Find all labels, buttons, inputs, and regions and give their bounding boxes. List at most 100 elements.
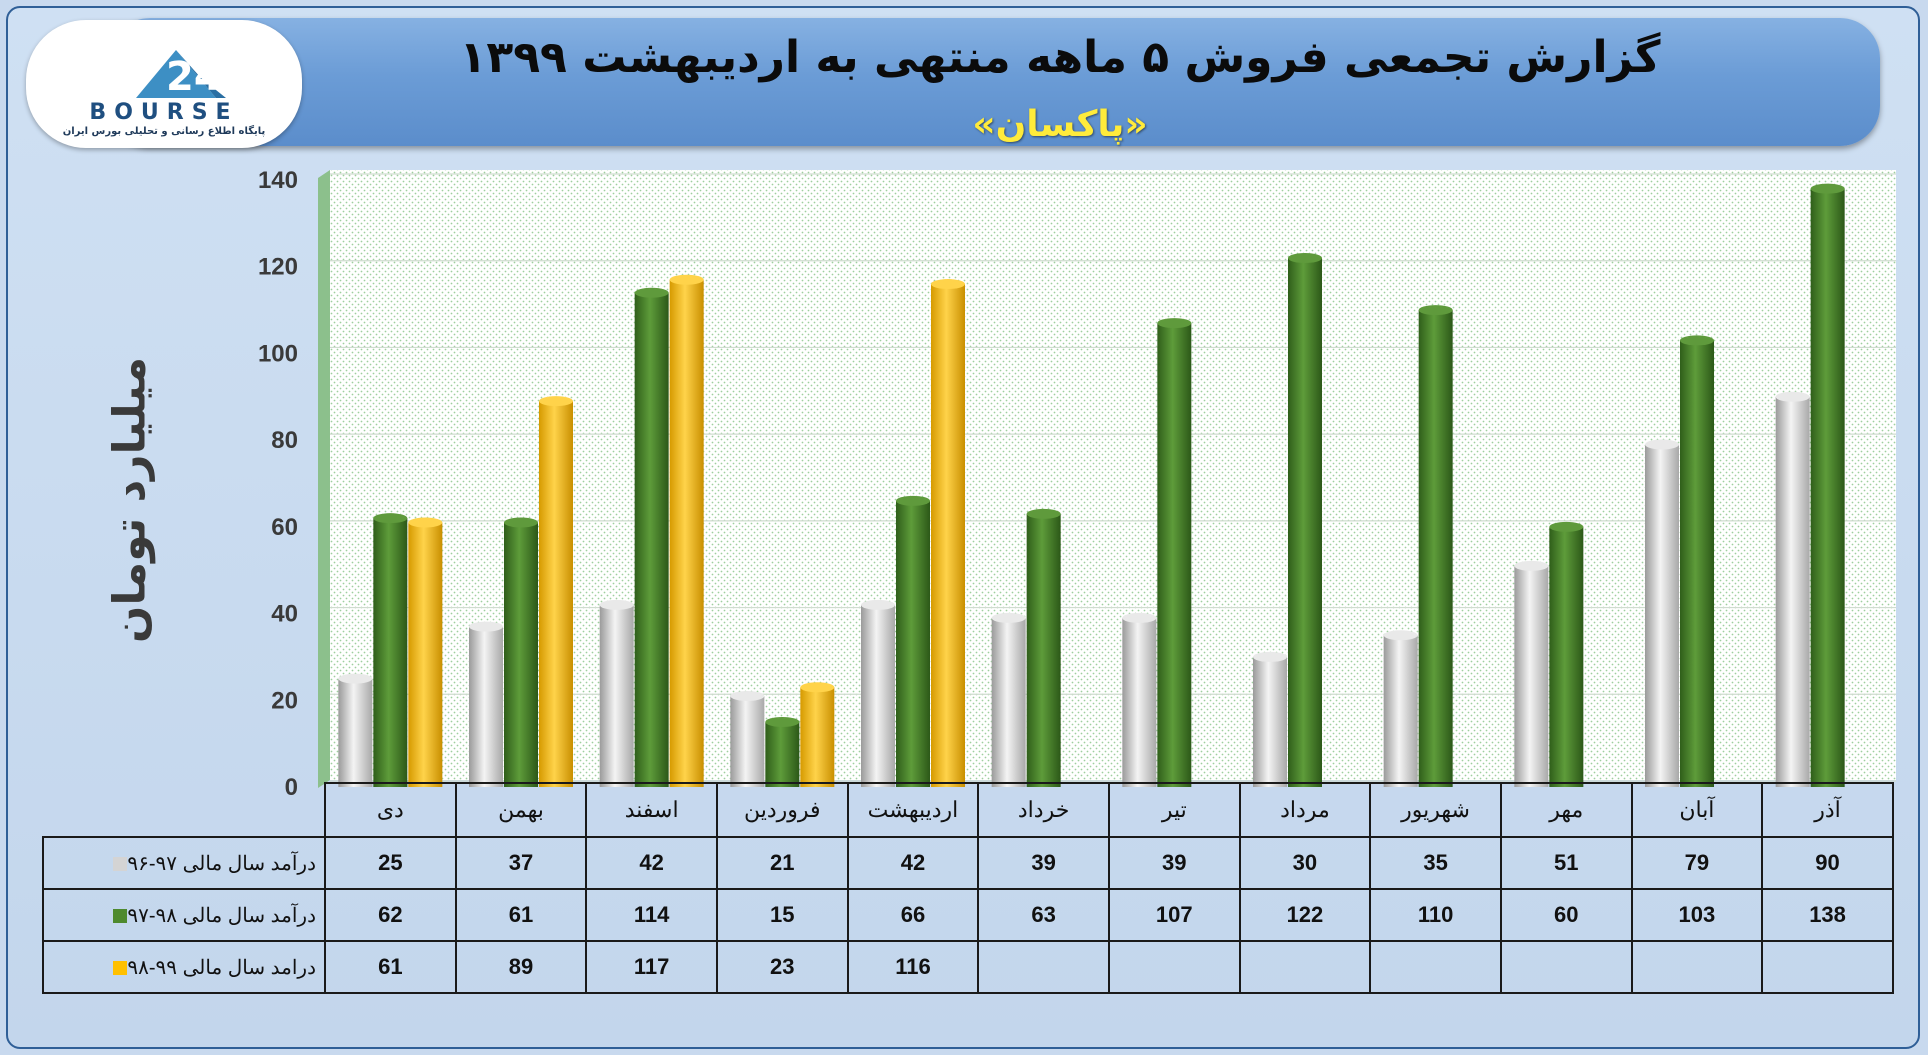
- bar: [861, 604, 895, 787]
- plot-side-wall: [318, 170, 330, 788]
- bar: [800, 687, 835, 787]
- data-label: [977, 940, 1110, 994]
- data-label: 63: [977, 888, 1110, 942]
- data-label: 39: [977, 836, 1110, 890]
- bar: [1288, 258, 1322, 787]
- data-label: 110: [1369, 888, 1502, 942]
- data-label: [1369, 940, 1502, 994]
- bar-cap: [1157, 318, 1192, 329]
- data-label: 37: [454, 836, 588, 890]
- data-label: [1238, 940, 1372, 994]
- bar: [669, 279, 704, 787]
- x-tick-label: اسفند: [585, 782, 718, 838]
- bar-cap: [504, 517, 538, 528]
- x-tick-label: تیر: [1107, 782, 1241, 838]
- table-corner: [43, 783, 326, 838]
- bar: [730, 695, 765, 787]
- logo: 24 BOURSE پایگاه اطلاع رسانی و تحلیلی بو…: [26, 20, 302, 148]
- bar-cap: [1549, 521, 1584, 532]
- bar: [1810, 188, 1845, 787]
- bar-cap: [1775, 391, 1810, 402]
- svg-text:24: 24: [166, 54, 222, 100]
- logo-text: BOURSE: [89, 100, 239, 125]
- bar: [599, 604, 634, 787]
- bar: [765, 721, 800, 787]
- chart-subtitle: «پاکسان»: [972, 104, 1148, 145]
- data-label: 51: [1499, 836, 1633, 890]
- x-tick-label: فروردین: [715, 782, 849, 838]
- bar-cap: [373, 513, 408, 524]
- data-label: 30: [1238, 836, 1372, 890]
- chart-title: گزارش تجمعی فروش ۵ ماهه منتهی به اردیبهش…: [459, 32, 1661, 83]
- bar: [1026, 513, 1061, 787]
- legend-entry: درامد سال مالی ۹۹-۹۸: [42, 940, 326, 994]
- data-label: 25: [324, 836, 457, 890]
- bar: [991, 617, 1026, 787]
- legend-entry: درآمد سال مالی ۹۷-۹۶: [42, 836, 326, 890]
- x-tick-label: اردیبهشت: [846, 782, 980, 838]
- bar: [338, 678, 373, 787]
- bar: [1514, 565, 1549, 787]
- bar: [931, 284, 965, 787]
- bar-cap: [730, 690, 765, 701]
- data-label: [1761, 940, 1894, 994]
- data-label: 61: [454, 888, 588, 942]
- bar-cap: [1810, 183, 1845, 194]
- data-label: 21: [715, 836, 849, 890]
- bar-cap: [765, 716, 800, 727]
- y-tick-label: 40: [271, 601, 298, 628]
- y-tick-label: 100: [258, 340, 298, 367]
- table-row: درآمد سال مالی ۹۸-۹۷ 62 61 114 15 66 63 107 122 1…: [42, 888, 1894, 942]
- data-label: [1107, 940, 1241, 994]
- bar-cap: [931, 279, 965, 290]
- bar-cap: [1253, 651, 1287, 662]
- bar-cap: [338, 673, 373, 684]
- bar: [1253, 656, 1287, 787]
- bar-cap: [896, 495, 930, 506]
- y-tick-label: 140: [258, 167, 298, 194]
- bar-cap: [991, 612, 1026, 623]
- bar: [1680, 340, 1714, 787]
- bar: [1775, 396, 1810, 787]
- bar-cap: [800, 682, 835, 693]
- bar: [896, 500, 930, 787]
- data-label: 122: [1238, 888, 1372, 942]
- bar: [634, 292, 669, 787]
- gridlines: [330, 173, 1896, 782]
- data-label: 107: [1107, 888, 1241, 942]
- data-label: 23: [715, 940, 849, 994]
- data-label: 79: [1630, 836, 1764, 890]
- bar: [539, 401, 573, 787]
- data-label: 138: [1761, 888, 1894, 942]
- legend-swatch-icon: [113, 857, 128, 872]
- bar: [469, 626, 503, 787]
- bar-cap: [861, 599, 895, 610]
- x-tick-label: شهریور: [1369, 782, 1502, 838]
- bar-cap: [1514, 560, 1549, 571]
- y-tick-label: 60: [271, 514, 298, 541]
- x-tick-label: مهر: [1499, 782, 1633, 838]
- legend-swatch-icon: [113, 961, 128, 976]
- bar-cap: [599, 599, 634, 610]
- table-row: درامد سال مالی ۹۹-۹۸ 61 89 117 23 116: [42, 940, 1894, 994]
- logo-mark-icon: 24: [136, 50, 226, 100]
- data-label: 114: [585, 888, 718, 942]
- y-tick-label: 120: [258, 254, 298, 281]
- x-tick-label: خرداد: [977, 782, 1110, 838]
- data-label: 89: [454, 940, 588, 994]
- logo-caption: پایگاه اطلاع رسانی و تحلیلی بورس ایران: [62, 126, 266, 137]
- bar: [1645, 444, 1679, 787]
- bar-cap: [1288, 253, 1322, 264]
- bar-cap: [539, 396, 573, 407]
- data-label: [1630, 940, 1764, 994]
- data-label: 35: [1369, 836, 1502, 890]
- bar-cap: [1418, 305, 1453, 316]
- data-label: 15: [715, 888, 849, 942]
- data-label: 62: [324, 888, 457, 942]
- bar: [1418, 310, 1453, 787]
- bar: [504, 522, 538, 787]
- x-tick-label: آبان: [1630, 782, 1764, 838]
- bar-cap: [1645, 439, 1679, 450]
- data-label: 66: [846, 888, 980, 942]
